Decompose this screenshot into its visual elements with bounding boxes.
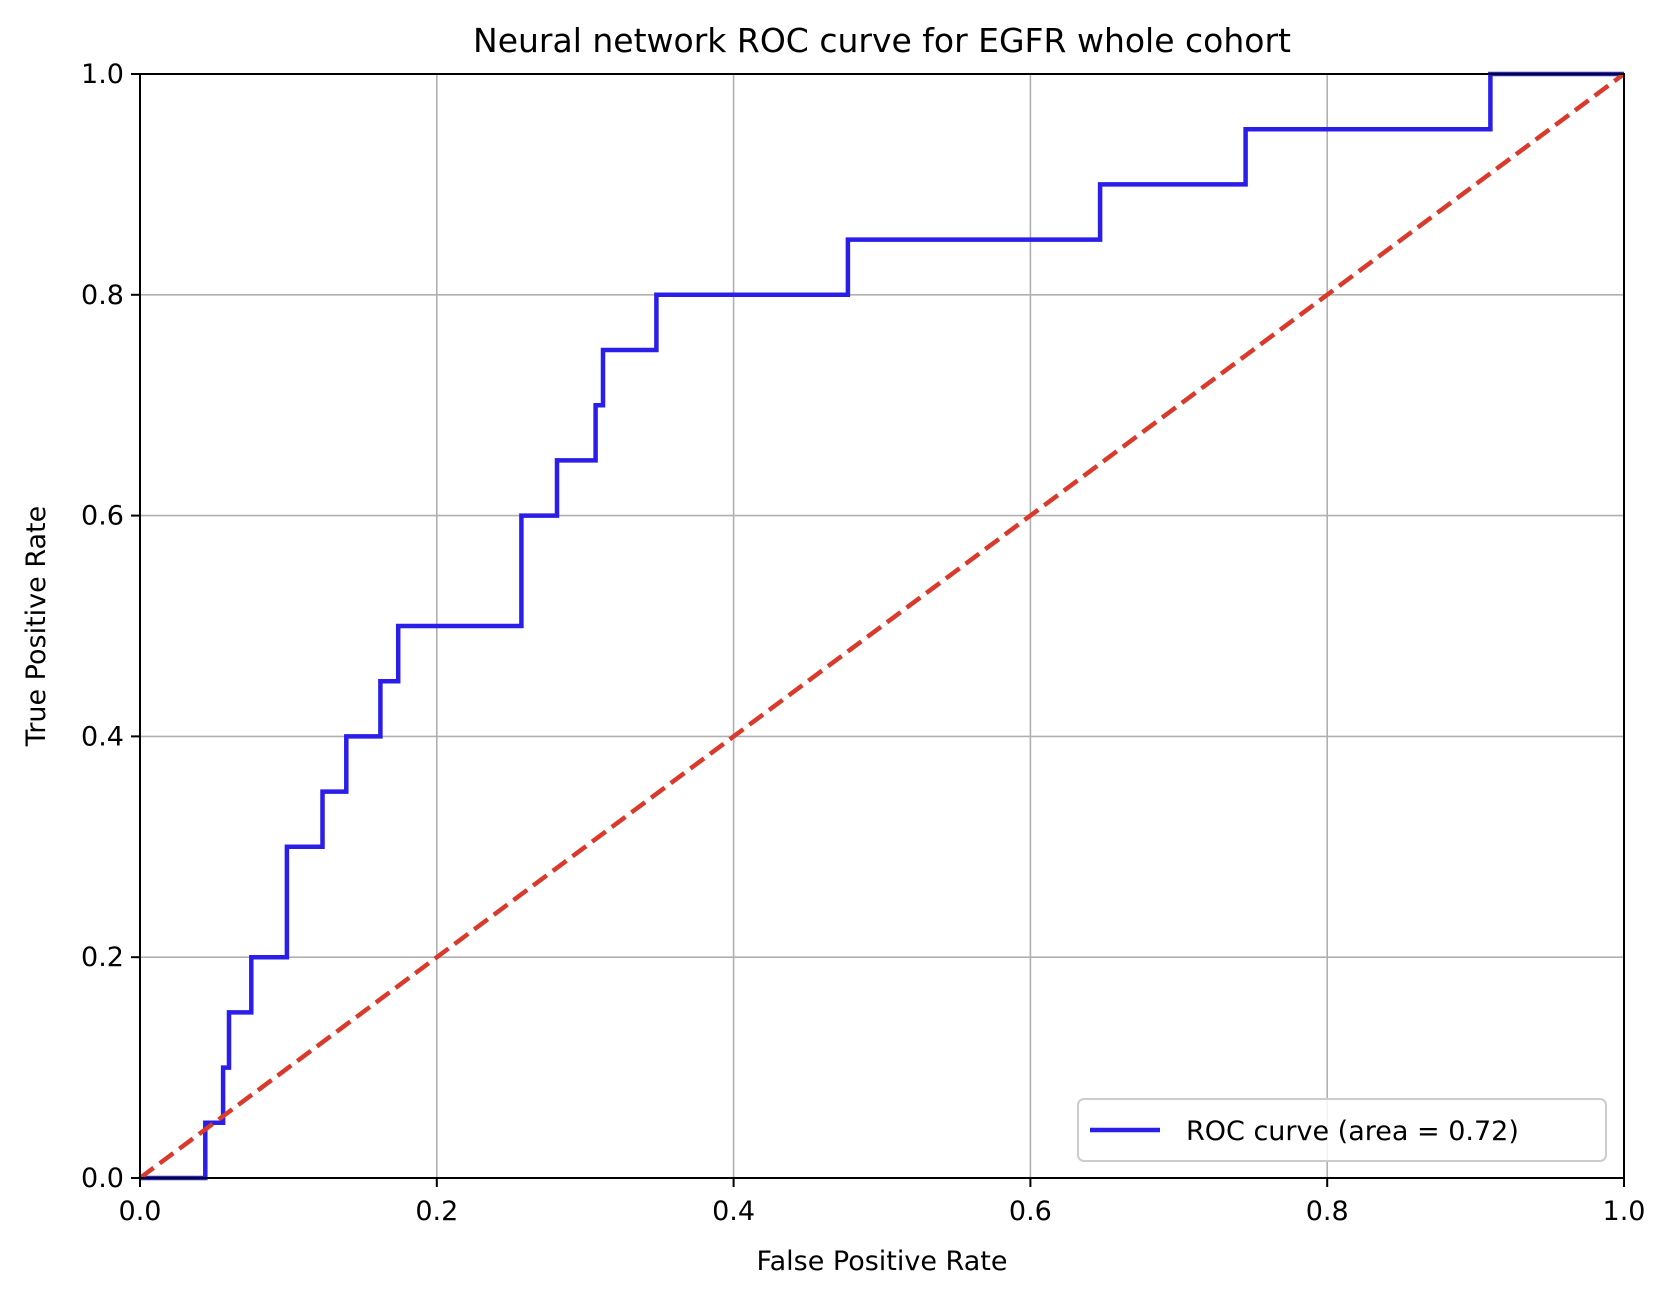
x-tick-label: 0.6 xyxy=(1009,1196,1052,1227)
x-tick-label: 0.8 xyxy=(1306,1196,1349,1227)
y-tick-label: 1.0 xyxy=(81,59,124,90)
x-tick-label: 0.0 xyxy=(119,1196,162,1227)
y-tick-label: 0.4 xyxy=(81,721,124,752)
y-tick-label: 0.6 xyxy=(81,501,124,532)
y-axis-label: True Positive Rate xyxy=(21,506,52,748)
x-tick-label: 1.0 xyxy=(1603,1196,1646,1227)
x-tick-label: 0.4 xyxy=(712,1196,755,1227)
y-tick-label: 0.8 xyxy=(81,280,124,311)
y-tick-label: 0.2 xyxy=(81,942,124,973)
plot-frame xyxy=(139,73,1625,1179)
y-tick-label: 0.0 xyxy=(81,1163,124,1194)
x-axis-label: False Positive Rate xyxy=(757,1246,1008,1277)
legend: ROC curve (area = 0.72) xyxy=(1077,1098,1607,1162)
x-tick-label: 0.2 xyxy=(415,1196,458,1227)
chance-diagonal-line xyxy=(138,72,1626,1180)
legend-entry-roc-curve: ROC curve (area = 0.72) xyxy=(1186,1116,1519,1147)
roc-curve-line xyxy=(140,71,1624,1181)
ticks: 0.0 0.2 0.4 0.6 0.8 1.0 0.0 0.2 0.4 0.6 0.8 1.0 xyxy=(81,59,1645,1227)
chart-title: Neural network ROC curve for EGFR whole … xyxy=(473,21,1291,60)
legend-box xyxy=(1077,1098,1607,1162)
series-layer xyxy=(138,71,1626,1181)
